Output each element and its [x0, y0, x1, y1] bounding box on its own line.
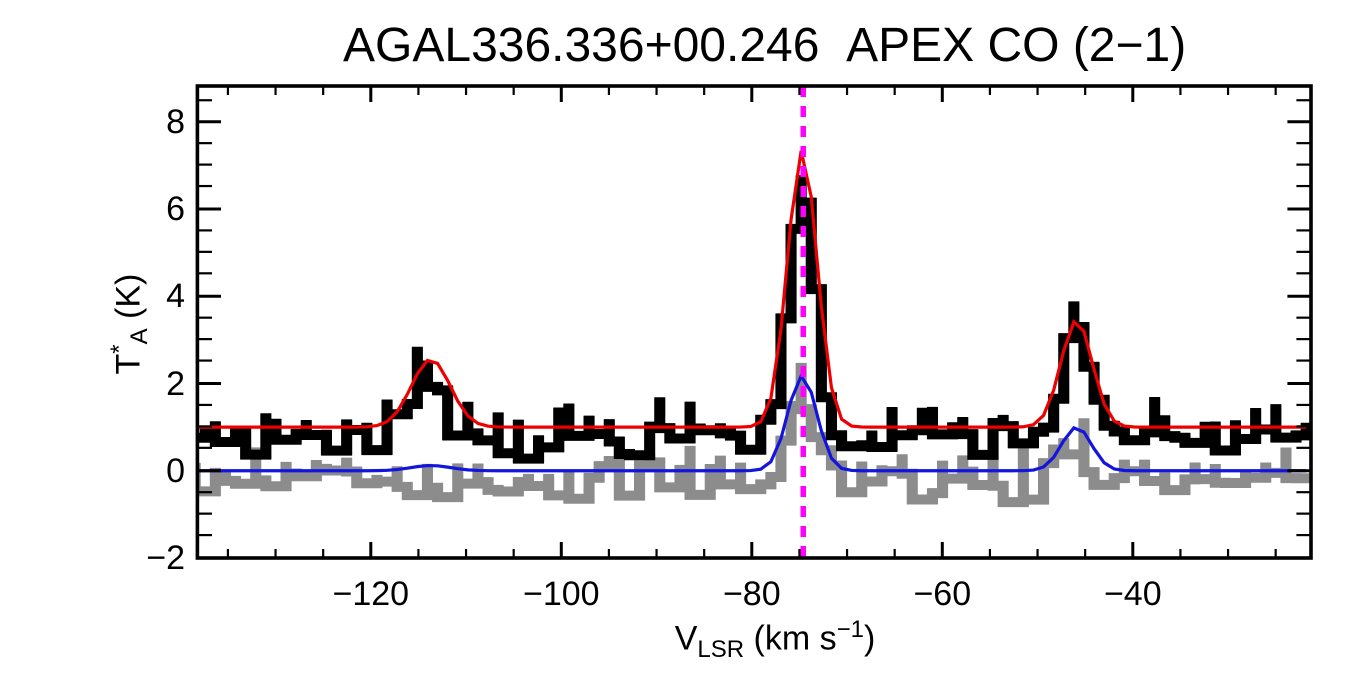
- svg-text:4: 4: [166, 277, 185, 315]
- svg-text:−80: −80: [723, 575, 781, 613]
- svg-text:−40: −40: [1104, 575, 1162, 613]
- svg-text:0: 0: [166, 452, 185, 490]
- svg-text:−2: −2: [146, 539, 185, 577]
- svg-text:8: 8: [166, 103, 185, 141]
- svg-text:6: 6: [166, 190, 185, 228]
- svg-text:2: 2: [166, 365, 185, 403]
- svg-text:−100: −100: [523, 575, 600, 613]
- svg-text:−120: −120: [333, 575, 410, 613]
- svg-text:−60: −60: [913, 575, 971, 613]
